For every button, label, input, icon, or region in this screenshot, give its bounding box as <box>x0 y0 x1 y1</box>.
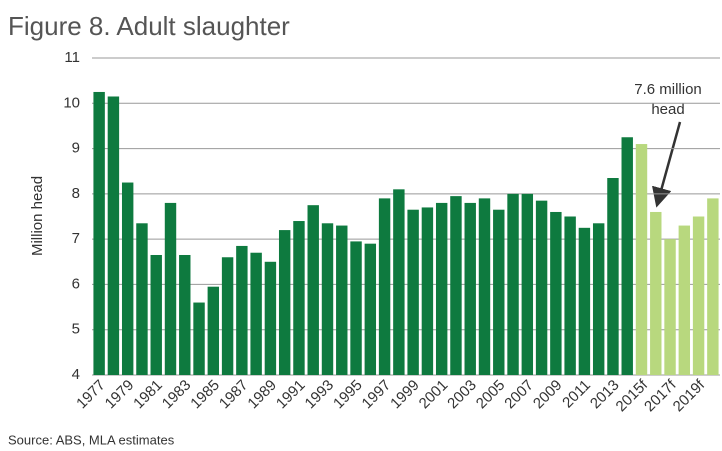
bar <box>164 202 177 375</box>
bar <box>393 189 405 375</box>
bar <box>179 254 191 375</box>
bar <box>478 198 491 375</box>
bar <box>464 202 476 375</box>
bar <box>278 230 291 375</box>
bar <box>421 207 434 375</box>
bar <box>293 221 305 375</box>
x-tick-label: 1991 <box>273 377 309 413</box>
bar <box>121 182 134 375</box>
bar <box>435 202 448 375</box>
bar <box>664 239 676 375</box>
x-tick-label: 2005 <box>473 377 509 413</box>
x-tick-label: 1981 <box>130 377 166 413</box>
bar <box>564 216 576 375</box>
y-tick-label: 7 <box>72 230 80 247</box>
x-tick-label: 2003 <box>444 377 480 413</box>
x-tick-label: 1985 <box>187 377 223 413</box>
annotation-arrow <box>652 121 682 208</box>
annotation: 7.6 million <box>634 81 702 98</box>
x-tick-label: 2007 <box>501 377 537 413</box>
bar <box>592 223 605 375</box>
x-tick-label: 2015f <box>613 376 652 415</box>
bar <box>150 254 162 375</box>
x-tick-label: 2009 <box>530 377 566 413</box>
bar <box>207 286 220 375</box>
x-tick-label: 2001 <box>416 377 452 413</box>
bar <box>193 302 205 375</box>
bar <box>707 198 719 375</box>
bar <box>350 241 362 375</box>
bar <box>364 243 377 375</box>
x-tick-label: 1987 <box>216 377 252 413</box>
bar <box>378 198 391 375</box>
chart-title: Figure 8. Adult slaughter <box>8 11 290 41</box>
bar <box>136 223 148 375</box>
bar <box>607 178 619 375</box>
bar <box>264 261 277 375</box>
bar <box>635 144 648 375</box>
source: Source: ABS, MLA estimates <box>8 432 175 447</box>
y-tick-label: 4 <box>72 366 80 383</box>
bar <box>650 211 662 375</box>
y-tick-label: 11 <box>64 49 80 66</box>
x-tick-label: 2019f <box>670 376 709 415</box>
y-tick-label: 6 <box>72 275 80 292</box>
bar <box>493 209 505 375</box>
y-tick-label: 10 <box>63 94 80 111</box>
x-tick-label: 2011 <box>559 377 594 412</box>
bar <box>450 196 462 375</box>
bar <box>321 223 334 375</box>
x-tick-label: 1995 <box>330 377 366 413</box>
x-tick-label: 1997 <box>359 377 395 413</box>
bar <box>307 205 319 375</box>
x-tick-label: 1989 <box>244 377 280 413</box>
y-tick-label: 8 <box>72 185 80 202</box>
x-tick-label: 1983 <box>159 377 195 413</box>
y-tick-label: 9 <box>72 140 80 157</box>
bar <box>507 193 519 375</box>
x-tick-label: 1993 <box>302 377 338 413</box>
bar <box>692 216 705 375</box>
bar <box>535 200 548 375</box>
bar <box>236 245 248 375</box>
annotation: head <box>651 101 684 118</box>
bar <box>221 257 234 375</box>
x-tick-label: 2017f <box>641 376 680 415</box>
bar <box>250 252 262 375</box>
bar <box>407 209 419 375</box>
bar <box>93 91 105 375</box>
x-tick-label: 1999 <box>387 377 423 413</box>
bar <box>107 96 120 375</box>
bar <box>550 211 562 375</box>
bar <box>578 227 591 375</box>
x-tick-label: 1979 <box>102 377 138 413</box>
bar <box>336 225 348 375</box>
y-axis-label: Million head <box>29 176 46 256</box>
bar <box>678 225 691 375</box>
bar <box>621 137 633 375</box>
y-tick-label: 5 <box>72 321 80 338</box>
bar <box>521 193 534 375</box>
